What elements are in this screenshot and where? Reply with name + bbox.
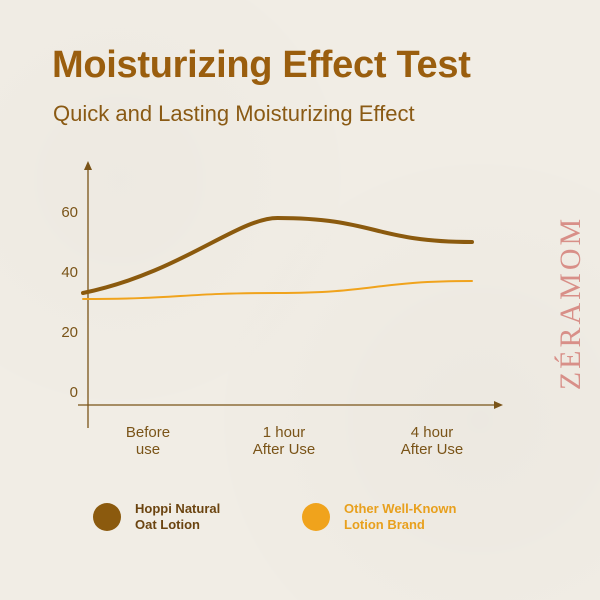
y-tick-labels: 0 20 40 60 [61, 204, 78, 401]
x-tick-label: Before use [126, 424, 170, 458]
series-line-hoppi [81, 215, 474, 295]
y-axis-arrow [84, 161, 92, 170]
legend-swatch-icon [302, 503, 330, 531]
y-tick-label: 20 [61, 324, 78, 341]
axes [78, 161, 503, 428]
legend-item-hoppi: Hoppi Natural Oat Lotion [93, 501, 220, 533]
x-tick-label: 1 hour After Use [253, 424, 316, 458]
legend-label-other: Other Well-Known Lotion Brand [344, 501, 457, 532]
series-lines [81, 215, 474, 300]
x-tick-label: 4 hour After Use [401, 424, 464, 458]
legend-item-other: Other Well-Known Lotion Brand [302, 501, 456, 533]
y-tick-label: 0 [70, 384, 78, 401]
page-title: Moisturizing Effect Test [52, 44, 471, 86]
legend-label-hoppi: Hoppi Natural Oat Lotion [135, 501, 221, 532]
legend-swatch-icon [93, 503, 121, 531]
x-axis-arrow [494, 401, 503, 409]
y-tick-label: 60 [61, 204, 78, 221]
series-line-other [82, 280, 473, 300]
y-tick-label: 40 [61, 264, 78, 281]
x-tick-labels: Before use 1 hour After Use 4 hour After Use [126, 424, 463, 458]
page-subtitle: Quick and Lasting Moisturizing Effect [53, 101, 415, 126]
